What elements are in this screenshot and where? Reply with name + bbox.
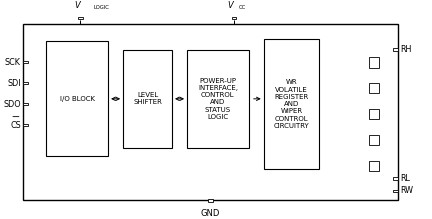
- Text: CC: CC: [239, 5, 246, 10]
- Bar: [46, 41, 108, 156]
- Text: GND: GND: [201, 209, 220, 218]
- Bar: [393, 190, 398, 192]
- Bar: [369, 161, 379, 171]
- Bar: [393, 177, 398, 180]
- Bar: [369, 83, 379, 93]
- Text: V: V: [228, 1, 233, 10]
- Bar: [208, 199, 213, 201]
- Text: WR
VOLATILE
REGISTER
AND
WIPER
CONTROL
CIRCUITRY: WR VOLATILE REGISTER AND WIPER CONTROL C…: [273, 79, 309, 129]
- Bar: [369, 135, 379, 145]
- Bar: [23, 82, 28, 84]
- Bar: [264, 39, 319, 169]
- Bar: [123, 50, 172, 148]
- Bar: [369, 57, 379, 67]
- Bar: [23, 25, 398, 200]
- Text: CS: CS: [10, 120, 21, 129]
- Text: LOGIC: LOGIC: [93, 5, 109, 10]
- Text: RL: RL: [400, 174, 410, 183]
- Bar: [23, 124, 28, 126]
- Text: SCK: SCK: [5, 58, 21, 67]
- Bar: [23, 103, 28, 105]
- Text: RW: RW: [400, 186, 413, 196]
- Text: POWER-UP
INTERFACE,
CONTROL
AND
STATUS
LOGIC: POWER-UP INTERFACE, CONTROL AND STATUS L…: [198, 78, 238, 120]
- Bar: [393, 48, 398, 51]
- Text: LEVEL
SHIFTER: LEVEL SHIFTER: [133, 92, 162, 106]
- Bar: [187, 50, 249, 148]
- Bar: [369, 109, 379, 119]
- Bar: [78, 17, 83, 19]
- Text: I/O BLOCK: I/O BLOCK: [60, 96, 95, 102]
- Bar: [232, 17, 236, 19]
- Text: SDI: SDI: [7, 79, 21, 88]
- Text: RH: RH: [400, 45, 411, 54]
- Bar: [23, 61, 28, 63]
- Text: SDO: SDO: [3, 100, 21, 109]
- Text: V: V: [74, 1, 80, 10]
